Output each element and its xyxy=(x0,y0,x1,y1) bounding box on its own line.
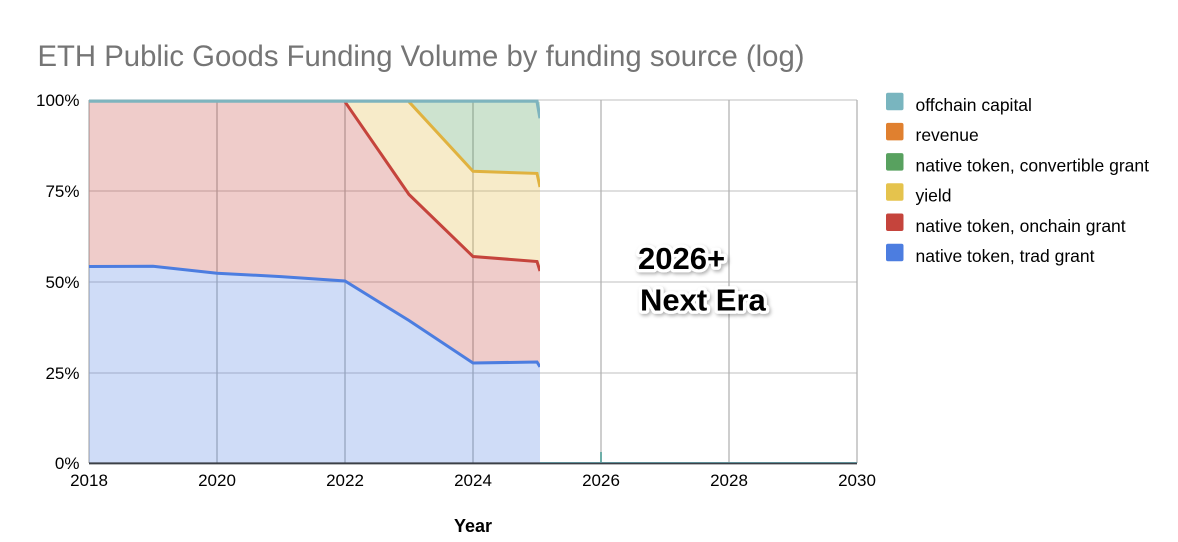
svg-text:2020: 2020 xyxy=(198,471,236,490)
svg-text:ETH Public Goods Funding Volum: ETH Public Goods Funding Volume by fundi… xyxy=(38,40,805,73)
svg-text:2026: 2026 xyxy=(582,471,620,490)
svg-text:75%: 75% xyxy=(45,182,79,201)
svg-text:100%: 100% xyxy=(36,91,79,110)
svg-text:Year: Year xyxy=(454,516,492,536)
svg-text:25%: 25% xyxy=(45,364,79,383)
svg-text:native token, convertible gran: native token, convertible grant xyxy=(916,155,1150,175)
svg-text:offchain capital: offchain capital xyxy=(916,95,1032,115)
svg-text:2026+: 2026+ xyxy=(638,241,725,276)
svg-text:native token, trad grant: native token, trad grant xyxy=(916,246,1095,266)
svg-text:0%: 0% xyxy=(55,454,80,473)
svg-text:2022: 2022 xyxy=(326,471,364,490)
svg-text:2030: 2030 xyxy=(838,471,876,490)
svg-text:Next Era: Next Era xyxy=(640,283,767,318)
svg-text:revenue: revenue xyxy=(916,125,979,145)
svg-text:native token, onchain grant: native token, onchain grant xyxy=(916,216,1126,236)
svg-text:2028: 2028 xyxy=(710,471,748,490)
svg-text:50%: 50% xyxy=(45,273,79,292)
svg-text:2018: 2018 xyxy=(70,471,108,490)
svg-text:yield: yield xyxy=(916,186,952,206)
svg-text:2024: 2024 xyxy=(454,471,492,490)
